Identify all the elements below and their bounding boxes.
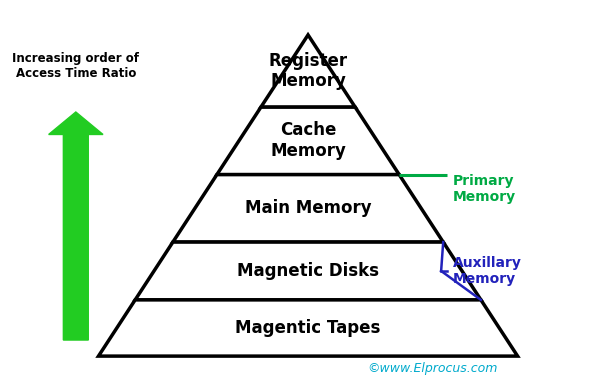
Polygon shape <box>135 242 481 300</box>
Text: Primary
Memory: Primary Memory <box>453 174 516 204</box>
Text: ©www.Elprocus.com: ©www.Elprocus.com <box>368 362 498 375</box>
Text: Auxillary
Memory: Auxillary Memory <box>453 256 522 286</box>
Text: Increasing order of
Access Time Ratio: Increasing order of Access Time Ratio <box>12 52 140 80</box>
Text: Cache
Memory: Cache Memory <box>270 122 346 160</box>
Polygon shape <box>173 175 443 242</box>
Text: Register
Memory: Register Memory <box>268 52 347 90</box>
Polygon shape <box>217 107 399 175</box>
FancyArrow shape <box>49 112 103 340</box>
Text: Magnetic Disks: Magnetic Disks <box>237 262 379 280</box>
Polygon shape <box>261 35 355 107</box>
Polygon shape <box>99 300 517 356</box>
Text: Main Memory: Main Memory <box>245 199 371 217</box>
Text: Magentic Tapes: Magentic Tapes <box>235 319 381 337</box>
